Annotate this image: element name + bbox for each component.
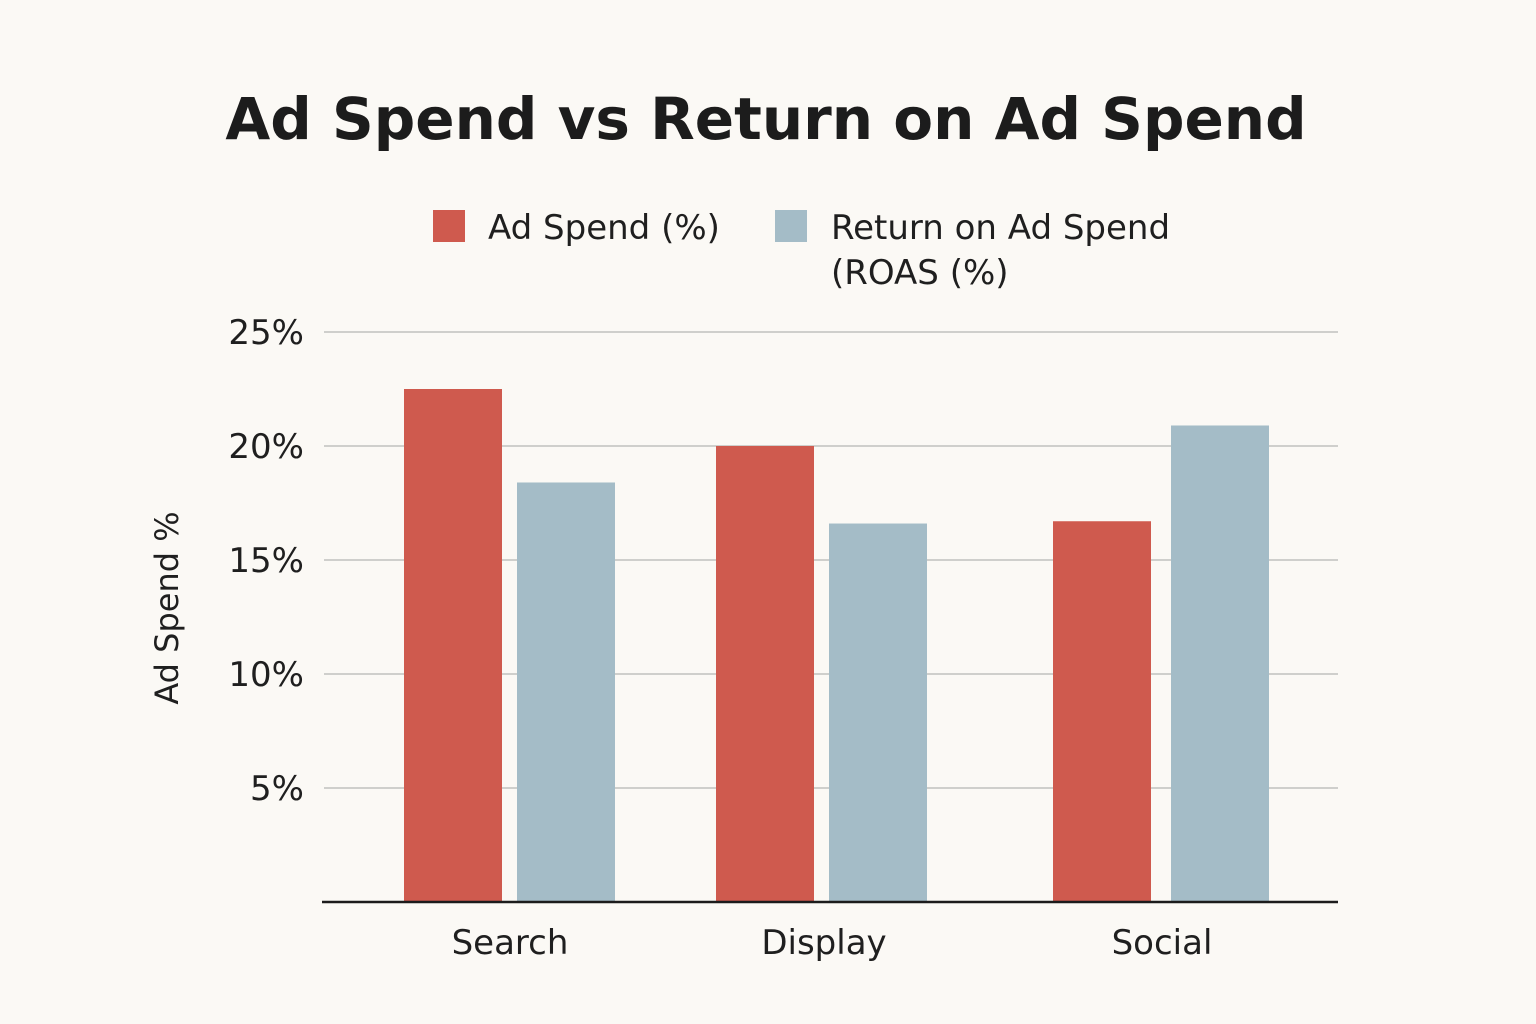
y-tick-label: 25% xyxy=(228,313,304,353)
bar-social-ad-spend xyxy=(1053,521,1151,902)
x-category-label: Social xyxy=(1112,923,1213,963)
x-category-label: Search xyxy=(452,923,569,963)
legend-label-roas-line2: (ROAS (%) xyxy=(831,253,1009,293)
bar-display-roas xyxy=(829,523,927,902)
legend-swatch-ad-spend xyxy=(433,210,465,242)
legend-swatch-roas xyxy=(775,210,807,242)
y-tick-label: 5% xyxy=(250,769,304,809)
legend: Ad Spend (%) Return on Ad Spend (ROAS (%… xyxy=(433,208,1170,293)
bar-social-roas xyxy=(1171,425,1269,902)
bar-search-ad-spend xyxy=(404,389,502,902)
legend-label-roas-line1: Return on Ad Spend xyxy=(831,208,1170,248)
x-axis-category-labels: Search Display Social xyxy=(452,923,1213,963)
y-axis-title: Ad Spend % xyxy=(148,511,186,704)
legend-label-ad-spend: Ad Spend (%) xyxy=(488,208,720,248)
y-axis-tick-labels: 5% 10% 15% 20% 25% xyxy=(228,313,304,809)
y-tick-label: 10% xyxy=(228,655,304,695)
y-tick-label: 15% xyxy=(228,541,304,581)
bars xyxy=(404,389,1269,902)
bar-search-roas xyxy=(517,482,615,902)
y-tick-label: 20% xyxy=(228,427,304,467)
chart-title: Ad Spend vs Return on Ad Spend xyxy=(225,85,1306,153)
bar-display-ad-spend xyxy=(716,446,814,902)
x-category-label: Display xyxy=(761,923,886,963)
